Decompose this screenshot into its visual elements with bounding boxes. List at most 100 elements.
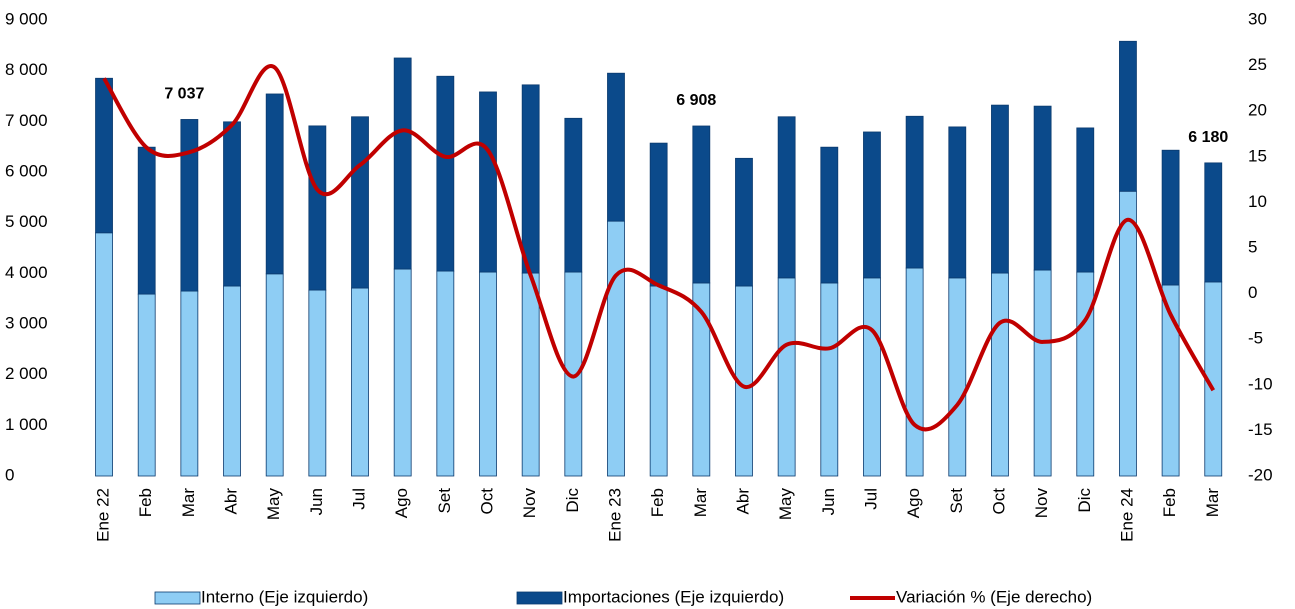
bar <box>521 272 540 477</box>
bar <box>308 289 327 477</box>
bar <box>735 157 753 287</box>
x-tick-label: May <box>264 488 283 521</box>
legend-label: Variación % (Eje derecho) <box>896 587 1092 606</box>
x-tick-label: Feb <box>136 488 155 517</box>
y-tick-label: 0 <box>5 465 14 484</box>
x-tick-label: Feb <box>648 488 667 517</box>
x-tick-label: Jun <box>819 488 838 515</box>
line <box>102 64 1216 432</box>
bar <box>1033 269 1052 477</box>
bar <box>777 277 796 477</box>
bar <box>265 273 284 477</box>
x-tick-label: Mar <box>691 488 710 518</box>
x-tick-label: Oct <box>989 488 1008 515</box>
x-tick-label: Abr <box>733 488 752 515</box>
bar <box>948 126 967 279</box>
bar <box>137 293 156 477</box>
bar <box>863 131 881 279</box>
y-tick-label: 1 000 <box>5 415 48 434</box>
y2-tick-label: 5 <box>1248 237 1257 256</box>
x-tick-label: Dic <box>1075 488 1094 513</box>
bar <box>265 93 284 275</box>
bar <box>521 84 540 274</box>
y2-tick-label: -10 <box>1248 374 1273 393</box>
bar <box>607 220 625 477</box>
x-tick-label: Ene 23 <box>605 488 624 542</box>
bar <box>1119 190 1137 477</box>
y-tick-label: 4 000 <box>5 263 48 282</box>
x-tick-label: Oct <box>477 488 496 515</box>
bar <box>777 116 796 279</box>
bar <box>393 268 412 477</box>
bar <box>1033 105 1052 271</box>
bar <box>223 285 241 477</box>
x-tick-label: Ene 22 <box>94 488 113 542</box>
x-tick-label: Set <box>435 488 454 514</box>
y-tick-label: 2 000 <box>5 364 48 383</box>
y-tick-label: 5 000 <box>5 212 48 231</box>
y-tick-label: 6 000 <box>5 161 48 180</box>
bar <box>436 75 455 272</box>
bar <box>649 142 668 287</box>
bar <box>479 91 497 273</box>
bar <box>820 146 839 284</box>
y-tick-label: 9 000 <box>5 9 48 28</box>
y2-tick-label: -15 <box>1248 420 1273 439</box>
bar <box>991 272 1009 477</box>
bar <box>1076 127 1095 273</box>
bar <box>948 277 967 477</box>
bar <box>607 72 625 222</box>
bar <box>649 285 668 477</box>
bar <box>137 146 156 295</box>
bar <box>479 271 497 477</box>
bar <box>351 287 369 477</box>
x-tick-label: Nov <box>1032 488 1051 519</box>
bar <box>308 125 327 291</box>
bar <box>436 270 455 477</box>
x-tick-label: Nov <box>520 488 539 519</box>
y-tick-label: 3 000 <box>5 313 48 332</box>
bar <box>393 57 412 270</box>
y2-tick-label: 20 <box>1248 101 1267 120</box>
x-tick-label: Set <box>947 488 966 514</box>
x-tick-label: May <box>776 488 795 521</box>
x-tick-label: Abr <box>222 488 241 515</box>
bar <box>351 116 369 289</box>
bar <box>95 232 113 477</box>
y2-tick-label: -5 <box>1248 329 1263 348</box>
bar <box>692 125 711 284</box>
x-tick-label: Ago <box>904 488 923 518</box>
y2-tick-label: -20 <box>1248 465 1273 484</box>
x-tick-label: Feb <box>1160 488 1179 517</box>
y2-tick-label: 15 <box>1248 146 1267 165</box>
bar <box>180 290 199 477</box>
x-tick-label: Mar <box>1203 488 1222 518</box>
y2-tick-label: 0 <box>1248 283 1257 302</box>
y2-tick-label: 25 <box>1248 55 1267 74</box>
bar <box>1119 40 1137 192</box>
bar <box>863 277 881 477</box>
total-label: 6 908 <box>676 92 716 109</box>
y-tick-label: 7 000 <box>5 111 48 130</box>
legend-swatch <box>516 591 563 605</box>
bar <box>1161 149 1180 286</box>
bar <box>1204 162 1223 283</box>
total-label: 6 180 <box>1188 129 1228 146</box>
legend-swatch <box>154 591 201 605</box>
y2-tick-label: 30 <box>1248 9 1267 28</box>
legend-label: Importaciones (Eje izquierdo) <box>563 587 784 606</box>
total-label: 7 037 <box>164 86 204 103</box>
bar <box>820 282 839 477</box>
x-tick-label: Jul <box>861 488 880 510</box>
bar <box>564 117 583 273</box>
bar <box>991 104 1009 274</box>
y2-tick-label: 10 <box>1248 192 1267 211</box>
bar <box>95 77 113 234</box>
x-tick-label: Jul <box>349 488 368 510</box>
x-tick-label: Ene 24 <box>1117 488 1136 542</box>
y-tick-label: 8 000 <box>5 60 48 79</box>
x-tick-label: Dic <box>563 488 582 513</box>
x-tick-label: Ago <box>392 488 411 518</box>
legend-label: Interno (Eje izquierdo) <box>201 587 368 606</box>
